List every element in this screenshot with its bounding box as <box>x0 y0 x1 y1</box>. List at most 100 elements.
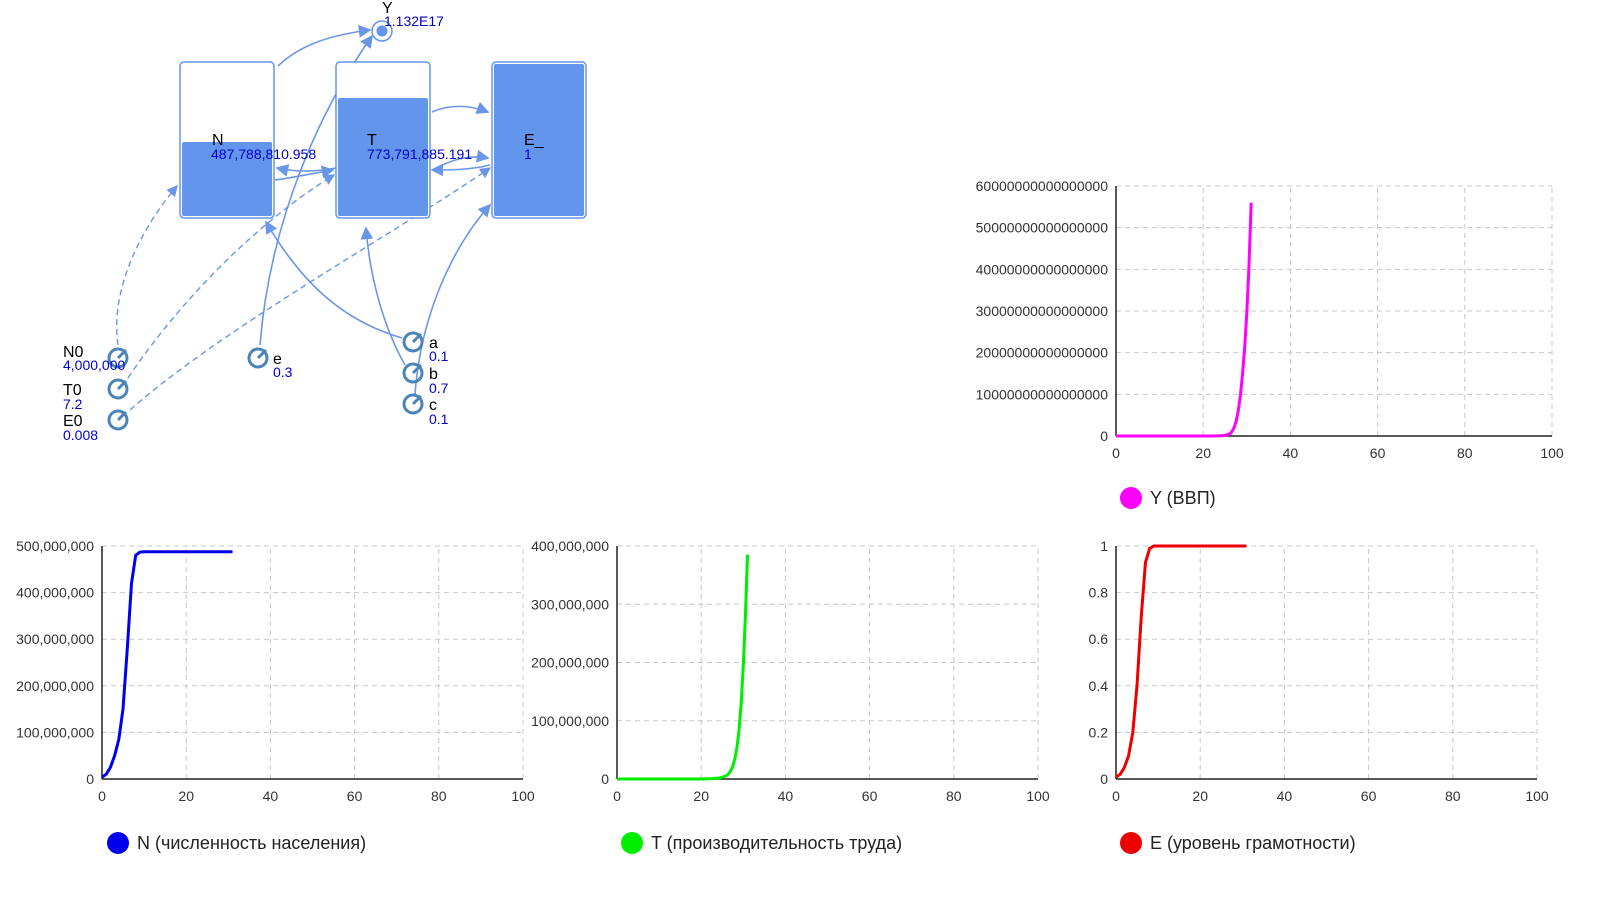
aux-y-value: 1.132E17 <box>384 13 444 29</box>
stock-e-name: E_ <box>524 132 545 149</box>
param-e-name: e <box>273 351 282 368</box>
series-line-e <box>1115 544 1247 779</box>
y-tick-label: 100,000,000 <box>531 713 609 729</box>
param-b-name: b <box>429 366 438 383</box>
param-a-name: a <box>429 335 438 352</box>
x-tick-label: 0 <box>1112 788 1120 804</box>
legend-n: N (численность населения) <box>107 832 366 854</box>
link-t-to-e <box>431 101 490 114</box>
stock-e[interactable]: E_ 1 <box>491 61 587 219</box>
x-tick-label: 0 <box>1112 445 1120 461</box>
legend-e: E (уровень грамотности) <box>1120 832 1356 854</box>
y-tick-label: 60000000000000000 <box>976 178 1109 194</box>
param-b[interactable]: b 0.7 <box>402 362 449 396</box>
legend-t: T (производительность труда) <box>621 832 902 854</box>
y-tick-label: 500,000,000 <box>16 538 94 554</box>
param-e0-name: E0 <box>63 413 83 430</box>
x-tick-label: 20 <box>178 788 194 804</box>
x-tick-label: 60 <box>1361 788 1377 804</box>
param-e-value: 0.3 <box>273 364 293 380</box>
y-tick-label: 0 <box>1100 771 1108 787</box>
y-tick-label: 0.6 <box>1089 631 1109 647</box>
y-tick-label: 400,000,000 <box>16 585 94 601</box>
param-b-value: 0.7 <box>429 380 449 396</box>
y-tick-label: 50000000000000000 <box>976 220 1109 236</box>
param-t0[interactable]: T0 7.2 <box>63 378 129 412</box>
x-tick-label: 100 <box>511 788 535 804</box>
param-c-name: c <box>429 397 437 414</box>
param-n0-name: N0 <box>63 344 84 361</box>
x-tick-label: 100 <box>1540 445 1564 461</box>
y-tick-label: 400,000,000 <box>531 538 609 554</box>
x-tick-label: 80 <box>946 788 962 804</box>
legend-y-dot <box>1120 487 1142 509</box>
param-t0-value: 7.2 <box>63 396 83 412</box>
param-c-value: 0.1 <box>429 411 449 427</box>
init-links <box>116 167 492 411</box>
x-tick-label: 80 <box>1445 788 1461 804</box>
x-tick-label: 60 <box>347 788 363 804</box>
y-tick-label: 30000000000000000 <box>976 303 1109 319</box>
x-tick-label: 40 <box>1283 445 1299 461</box>
param-e[interactable]: e 0.3 <box>247 347 293 380</box>
stock-e-value: 1 <box>524 146 532 162</box>
gauge-icon <box>402 331 424 353</box>
gauge-icon <box>107 347 129 369</box>
legend-n-dot <box>107 832 129 854</box>
y-tick-label: 0.8 <box>1089 585 1109 601</box>
legend-t-dot <box>621 832 643 854</box>
link-e-to-t <box>430 163 491 177</box>
link-t-to-e-lower <box>431 149 490 171</box>
link-n-to-t <box>274 165 335 181</box>
link-a-to-n <box>265 220 403 339</box>
x-tick-label: 100 <box>1525 788 1549 804</box>
aux-y[interactable]: Y 1.132E17 <box>371 0 444 42</box>
legend-y: Y (ВВП) <box>1120 487 1216 509</box>
param-a[interactable]: a 0.1 <box>402 331 449 364</box>
y-tick-label: 0.2 <box>1089 724 1109 740</box>
y-tick-label: 200,000,000 <box>531 655 609 671</box>
x-tick-label: 20 <box>1192 788 1208 804</box>
gauge-icon <box>402 393 424 415</box>
stock-t-name: T <box>367 132 377 149</box>
y-tick-label: 0 <box>601 771 609 787</box>
y-tick-label: 0 <box>1100 428 1108 444</box>
aux-y-name: Y <box>382 0 393 17</box>
x-tick-label: 60 <box>1370 445 1386 461</box>
x-tick-label: 80 <box>431 788 447 804</box>
stock-t[interactable]: T 773,791,885.191 <box>335 61 472 219</box>
link-n-to-y <box>277 25 372 67</box>
stock-n-value: 487,788,810.958 <box>211 146 316 162</box>
param-n0[interactable]: N0 4,000,000 <box>63 344 129 373</box>
param-e0[interactable]: E0 0.008 <box>63 409 129 443</box>
gauge-icon <box>107 378 129 400</box>
legend-t-label: T (производительность труда) <box>651 832 903 853</box>
y-tick-label: 0 <box>86 771 94 787</box>
x-tick-label: 20 <box>693 788 709 804</box>
legend-y-label: Y (ВВП) <box>1150 487 1216 508</box>
stock-flow-diagram: N 487,788,810.958 T 773,791,885.191 E_ 1… <box>63 0 587 443</box>
series-line-y <box>1116 202 1253 438</box>
x-tick-label: 20 <box>1195 445 1211 461</box>
param-a-value: 0.1 <box>429 348 449 364</box>
gauge-icon <box>247 347 269 369</box>
gauge-icon <box>402 362 424 384</box>
param-c[interactable]: c 0.1 <box>402 393 449 427</box>
legend-e-label: E (уровень грамотности) <box>1150 832 1356 853</box>
link-n0-to-n <box>116 184 178 346</box>
y-tick-label: 1 <box>1100 538 1108 554</box>
x-tick-label: 0 <box>98 788 106 804</box>
y-tick-label: 200,000,000 <box>16 678 94 694</box>
y-tick-label: 100,000,000 <box>16 724 94 740</box>
legend-e-dot <box>1120 832 1142 854</box>
link-b-to-t <box>360 226 406 366</box>
x-tick-label: 60 <box>862 788 878 804</box>
stock-n[interactable]: N 487,788,810.958 <box>179 61 316 219</box>
param-e0-value: 0.008 <box>63 427 98 443</box>
y-tick-label: 300,000,000 <box>531 596 609 612</box>
x-tick-label: 0 <box>613 788 621 804</box>
series-line-n <box>101 550 233 779</box>
link-e0-to-e <box>129 167 492 411</box>
y-tick-label: 300,000,000 <box>16 631 94 647</box>
